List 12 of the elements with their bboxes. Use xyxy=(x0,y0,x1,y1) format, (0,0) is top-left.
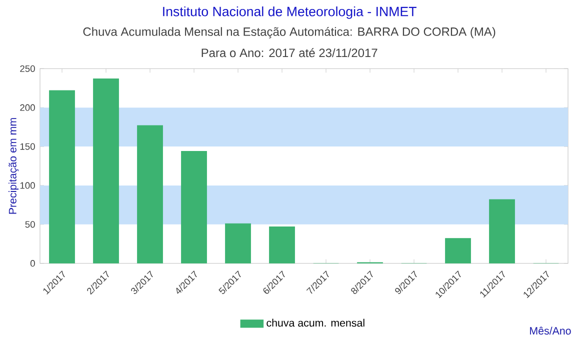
y-axis-title: Precipitação em mm xyxy=(8,118,19,214)
y-tick-label: 100 xyxy=(20,182,35,189)
x-axis-title: Mês/Ano xyxy=(530,326,571,335)
y-tick-label: 50 xyxy=(25,221,35,228)
chart-subtitle: Chuva Acumulada Mensal na Estação Automática: BARRA DO CORDA (MA) xyxy=(83,26,496,38)
y-tick-label: 150 xyxy=(20,143,35,150)
text: Para o Ano: 2017 até 23/11/2017 xyxy=(202,48,378,58)
y-tick-label: 250 xyxy=(20,65,35,72)
chart-title: Instituto Nacional de Meteorologia - INMET xyxy=(163,6,416,19)
y-tick-label: 0 xyxy=(30,260,35,267)
y-tick-label: 200 xyxy=(20,104,35,111)
legend-label: chuva acum. mensal xyxy=(266,318,364,327)
